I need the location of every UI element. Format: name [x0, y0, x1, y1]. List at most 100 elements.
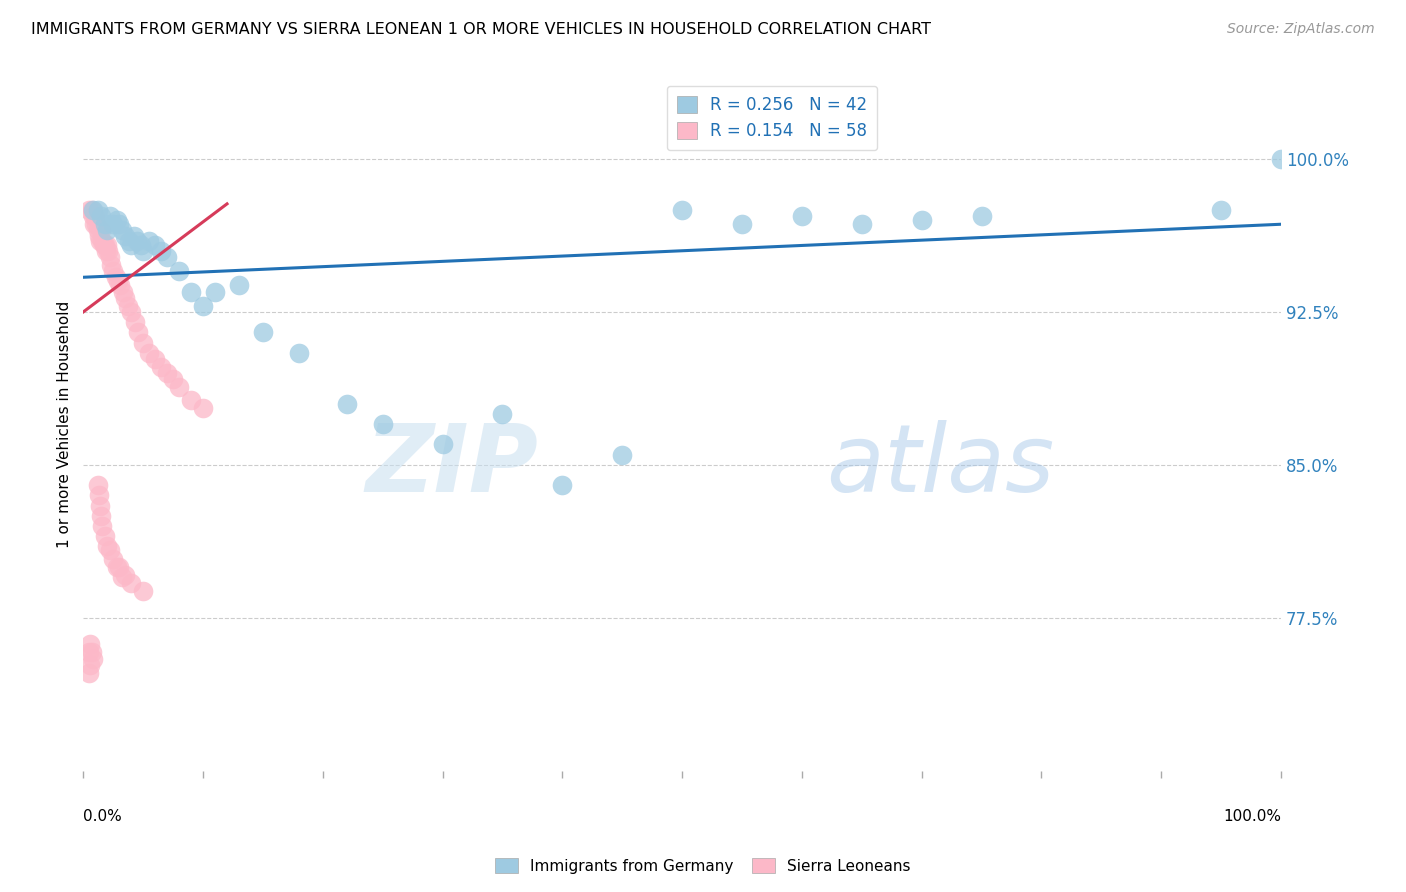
Point	[110, 570, 132, 584]
Point	[150, 359, 173, 374]
Point	[90, 223, 112, 237]
Point	[371, 417, 394, 431]
Point	[156, 366, 179, 380]
Point	[77, 665, 100, 680]
Point	[288, 345, 311, 359]
Text: 100.0%: 100.0%	[1223, 809, 1281, 824]
Point	[107, 274, 129, 288]
Point	[671, 202, 693, 217]
Point	[105, 559, 128, 574]
Point	[127, 326, 149, 340]
Point	[79, 657, 101, 672]
Point	[120, 576, 142, 591]
Point	[83, 217, 105, 231]
Point	[98, 209, 121, 223]
Point	[129, 237, 152, 252]
Point	[138, 345, 160, 359]
Point	[731, 217, 754, 231]
Text: Source: ZipAtlas.com: Source: ZipAtlas.com	[1227, 22, 1375, 37]
Legend: Immigrants from Germany, Sierra Leoneans: Immigrants from Germany, Sierra Leoneans	[489, 852, 917, 880]
Point	[138, 234, 160, 248]
Text: IMMIGRANTS FROM GERMANY VS SIERRA LEONEAN 1 OR MORE VEHICLES IN HOUSEHOLD CORREL: IMMIGRANTS FROM GERMANY VS SIERRA LEONEA…	[31, 22, 931, 37]
Point	[120, 237, 142, 252]
Point	[82, 209, 104, 223]
Point	[162, 372, 184, 386]
Point	[336, 397, 359, 411]
Point	[167, 264, 190, 278]
Point	[98, 543, 121, 558]
Point	[612, 448, 634, 462]
Point	[551, 478, 574, 492]
Point	[80, 202, 103, 217]
Point	[114, 568, 136, 582]
Point	[103, 217, 125, 231]
Point	[86, 202, 108, 217]
Point	[94, 529, 117, 543]
Point	[87, 229, 110, 244]
Point	[108, 217, 131, 231]
Point	[86, 217, 108, 231]
Point	[180, 392, 202, 407]
Point	[156, 250, 179, 264]
Point	[911, 213, 934, 227]
Point	[94, 217, 117, 231]
Point	[970, 209, 993, 223]
Point	[143, 237, 166, 252]
Point	[89, 234, 111, 248]
Point	[491, 407, 513, 421]
Text: atlas: atlas	[825, 420, 1054, 511]
Point	[432, 437, 454, 451]
Point	[108, 559, 131, 574]
Point	[118, 234, 141, 248]
Point	[1270, 152, 1292, 166]
Point	[252, 326, 274, 340]
Point	[96, 540, 118, 554]
Point	[90, 508, 112, 523]
Point	[105, 213, 128, 227]
Point	[82, 202, 104, 217]
Point	[90, 209, 112, 223]
Point	[111, 285, 134, 299]
Point	[191, 299, 214, 313]
Point	[114, 291, 136, 305]
Point	[97, 244, 120, 258]
Point	[89, 499, 111, 513]
Point	[167, 380, 190, 394]
Point	[86, 478, 108, 492]
Point	[110, 278, 132, 293]
Y-axis label: 1 or more Vehicles in Household: 1 or more Vehicles in Household	[58, 301, 72, 548]
Point	[103, 264, 125, 278]
Point	[93, 237, 115, 252]
Point	[150, 244, 173, 258]
Point	[132, 584, 155, 599]
Point	[204, 285, 226, 299]
Point	[228, 278, 250, 293]
Text: 0.0%: 0.0%	[83, 809, 122, 824]
Point	[80, 645, 103, 659]
Point	[86, 223, 108, 237]
Text: ZIP: ZIP	[366, 419, 538, 512]
Point	[127, 234, 149, 248]
Point	[91, 519, 114, 533]
Point	[122, 229, 145, 244]
Point	[120, 305, 142, 319]
Point	[1209, 202, 1232, 217]
Point	[104, 270, 127, 285]
Point	[96, 223, 118, 237]
Legend: R = 0.256   N = 42, R = 0.154   N = 58: R = 0.256 N = 42, R = 0.154 N = 58	[666, 86, 877, 151]
Point	[143, 351, 166, 366]
Point	[790, 209, 813, 223]
Point	[100, 258, 122, 272]
Point	[110, 223, 132, 237]
Point	[98, 250, 121, 264]
Point	[124, 315, 146, 329]
Point	[180, 285, 202, 299]
Point	[103, 551, 125, 566]
Point	[79, 637, 101, 651]
Point	[132, 244, 155, 258]
Point	[117, 299, 139, 313]
Point	[77, 202, 100, 217]
Point	[82, 651, 104, 665]
Point	[94, 244, 117, 258]
Point	[84, 209, 107, 223]
